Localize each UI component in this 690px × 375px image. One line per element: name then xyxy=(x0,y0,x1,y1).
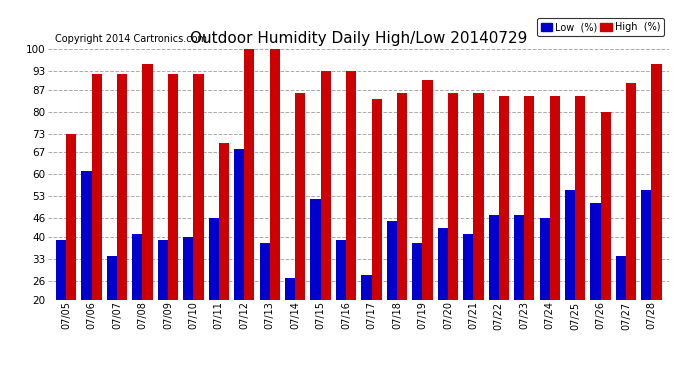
Bar xyxy=(285,278,295,363)
Bar xyxy=(362,275,371,363)
Bar xyxy=(524,96,535,363)
Bar xyxy=(81,171,92,363)
Bar xyxy=(208,218,219,363)
Bar xyxy=(92,74,101,363)
Bar xyxy=(66,134,77,363)
Bar xyxy=(397,93,407,363)
Bar xyxy=(600,111,611,363)
Bar xyxy=(310,200,321,363)
Bar xyxy=(651,64,662,363)
Bar xyxy=(132,234,142,363)
Bar xyxy=(473,93,484,363)
Bar xyxy=(616,256,626,363)
Bar xyxy=(168,74,178,363)
Bar xyxy=(346,71,356,363)
Bar xyxy=(514,215,524,363)
Bar xyxy=(259,243,270,363)
Bar xyxy=(219,143,229,363)
Text: Copyright 2014 Cartronics.com: Copyright 2014 Cartronics.com xyxy=(55,34,206,44)
Bar xyxy=(540,218,550,363)
Bar xyxy=(158,240,168,363)
Bar xyxy=(422,80,433,363)
Bar xyxy=(270,49,280,363)
Legend: Low  (%), High  (%): Low (%), High (%) xyxy=(537,18,664,36)
Bar xyxy=(550,96,560,363)
Bar xyxy=(183,237,193,363)
Bar xyxy=(463,234,473,363)
Bar xyxy=(107,256,117,363)
Bar xyxy=(387,222,397,363)
Bar xyxy=(117,74,127,363)
Bar xyxy=(295,93,306,363)
Bar xyxy=(371,99,382,363)
Bar xyxy=(244,49,255,363)
Bar xyxy=(234,149,244,363)
Bar xyxy=(448,93,458,363)
Bar xyxy=(626,83,636,363)
Bar xyxy=(193,74,204,363)
Bar xyxy=(499,96,509,363)
Bar xyxy=(336,240,346,363)
Bar xyxy=(321,71,331,363)
Bar xyxy=(142,64,152,363)
Bar xyxy=(575,96,585,363)
Bar xyxy=(412,243,422,363)
Title: Outdoor Humidity Daily High/Low 20140729: Outdoor Humidity Daily High/Low 20140729 xyxy=(190,31,527,46)
Bar xyxy=(489,215,499,363)
Bar xyxy=(56,240,66,363)
Bar xyxy=(641,190,651,363)
Bar xyxy=(437,228,448,363)
Bar xyxy=(591,202,600,363)
Bar xyxy=(565,190,575,363)
